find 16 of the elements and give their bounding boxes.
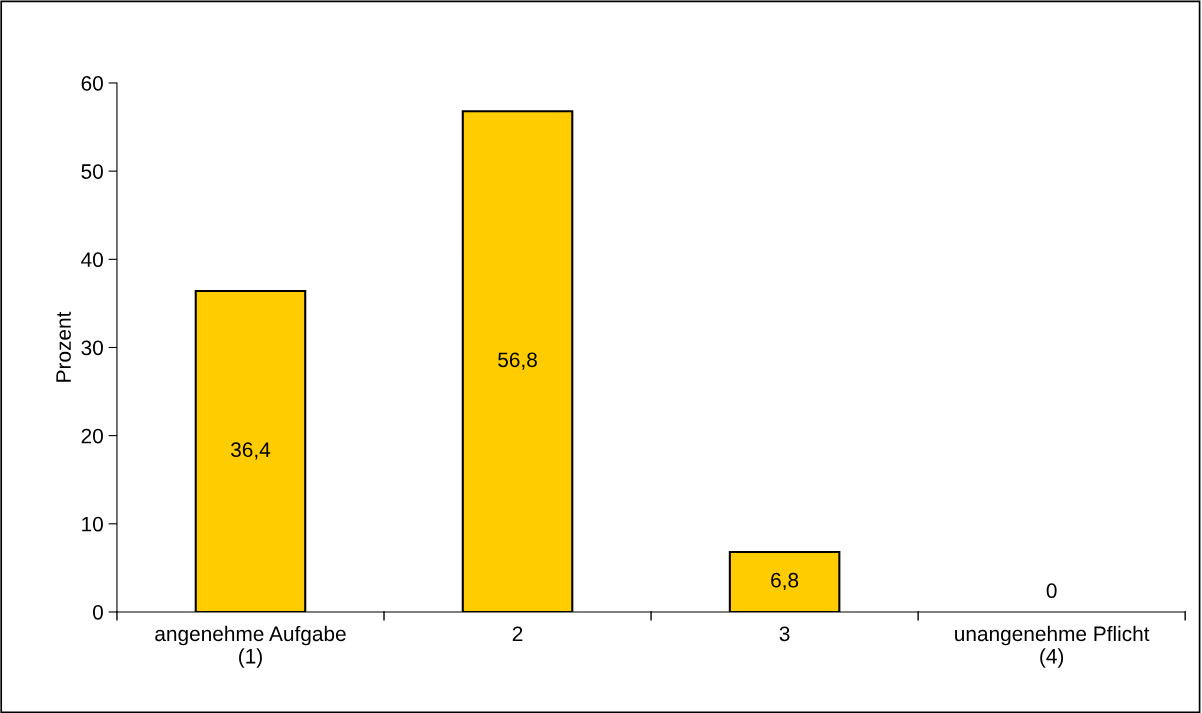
x-tick-label: unangenehme Pflicht (4): [955, 625, 1150, 668]
data-label: 36,4: [231, 442, 271, 460]
x-tick-label: 3: [779, 626, 790, 642]
data-label: 56,8: [498, 352, 537, 370]
y-axis-title: Prozent: [56, 311, 71, 382]
x-tick-label: 2: [512, 626, 523, 641]
data-label: 0: [1046, 583, 1057, 599]
y-tick-label: 40: [81, 252, 103, 268]
data-label: 6,8: [771, 572, 799, 591]
x-tick-label: angenehme Aufgabe (1): [155, 625, 346, 668]
y-tick-label: 0: [92, 604, 103, 620]
y-tick-label: 10: [82, 516, 103, 532]
y-tick-label: 50: [81, 164, 103, 179]
y-tick-label: 60: [81, 75, 103, 91]
y-tick-label: 20: [81, 428, 103, 444]
y-tick-label: 30: [81, 340, 103, 356]
